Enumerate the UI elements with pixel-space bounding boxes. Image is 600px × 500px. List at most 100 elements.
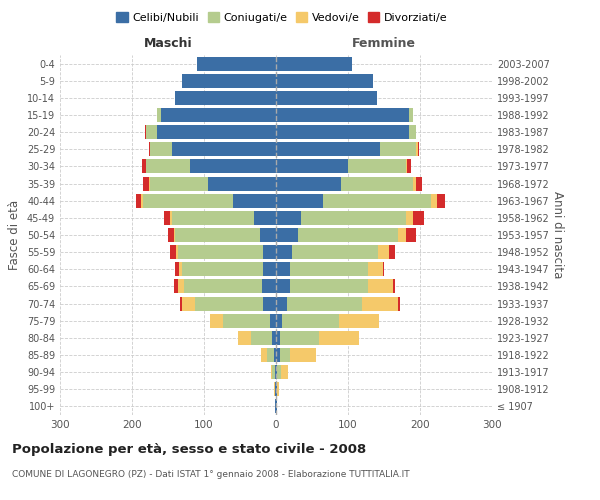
Bar xyxy=(143,176,149,190)
Text: Popolazione per età, sesso e stato civile - 2008: Popolazione per età, sesso e stato civil… xyxy=(12,442,366,456)
Bar xyxy=(260,228,276,242)
Bar xyxy=(143,194,233,207)
Bar xyxy=(270,314,276,328)
Bar xyxy=(276,314,282,328)
Bar xyxy=(276,74,373,88)
Bar xyxy=(170,211,172,225)
Bar xyxy=(362,296,398,310)
Bar xyxy=(182,296,194,310)
Bar xyxy=(409,108,413,122)
Text: Femmine: Femmine xyxy=(352,37,416,50)
Bar xyxy=(233,194,276,207)
Bar xyxy=(251,331,272,345)
Bar xyxy=(276,365,277,379)
Bar xyxy=(437,194,445,207)
Bar xyxy=(274,382,275,396)
Bar xyxy=(287,296,362,310)
Bar xyxy=(178,245,263,259)
Bar xyxy=(406,211,413,225)
Bar xyxy=(180,296,182,310)
Bar xyxy=(409,125,416,139)
Bar xyxy=(262,280,276,293)
Bar xyxy=(275,365,276,379)
Bar xyxy=(276,125,409,139)
Bar xyxy=(276,348,280,362)
Bar xyxy=(208,176,276,190)
Bar xyxy=(416,176,422,190)
Bar xyxy=(276,262,290,276)
Bar xyxy=(190,160,276,173)
Bar xyxy=(174,228,175,242)
Bar xyxy=(184,280,262,293)
Bar xyxy=(292,245,378,259)
Bar xyxy=(398,228,406,242)
Bar xyxy=(406,160,407,173)
Bar xyxy=(266,348,274,362)
Bar xyxy=(149,142,150,156)
Y-axis label: Fasce di età: Fasce di età xyxy=(8,200,21,270)
Bar xyxy=(280,331,319,345)
Bar xyxy=(150,142,172,156)
Bar xyxy=(146,125,157,139)
Bar xyxy=(211,314,223,328)
Bar xyxy=(261,348,266,362)
Bar xyxy=(254,211,276,225)
Text: COMUNE DI LAGONEGRO (PZ) - Dati ISTAT 1° gennaio 2008 - Elaborazione TUTTITALIA.: COMUNE DI LAGONEGRO (PZ) - Dati ISTAT 1°… xyxy=(12,470,410,479)
Bar xyxy=(276,91,377,105)
Bar xyxy=(276,245,292,259)
Bar xyxy=(319,331,359,345)
Bar xyxy=(271,365,272,379)
Bar xyxy=(276,142,380,156)
Bar xyxy=(418,142,419,156)
Bar xyxy=(175,228,260,242)
Bar xyxy=(175,262,179,276)
Text: Maschi: Maschi xyxy=(143,37,193,50)
Legend: Celibi/Nubili, Coniugati/e, Vedovi/e, Divorziati/e: Celibi/Nubili, Coniugati/e, Vedovi/e, Di… xyxy=(112,8,452,28)
Bar xyxy=(175,91,276,105)
Bar xyxy=(182,262,263,276)
Bar xyxy=(378,245,389,259)
Bar xyxy=(276,382,277,396)
Bar xyxy=(290,262,368,276)
Bar xyxy=(276,228,298,242)
Bar xyxy=(161,108,276,122)
Bar xyxy=(301,211,406,225)
Bar xyxy=(272,331,276,345)
Bar xyxy=(157,125,276,139)
Bar xyxy=(179,262,182,276)
Bar xyxy=(276,331,280,345)
Bar xyxy=(176,245,178,259)
Bar xyxy=(142,160,146,173)
Bar xyxy=(276,194,323,207)
Bar xyxy=(368,262,383,276)
Bar xyxy=(368,280,394,293)
Bar xyxy=(136,194,142,207)
Bar xyxy=(406,228,416,242)
Bar xyxy=(172,142,276,156)
Bar xyxy=(290,280,368,293)
Bar xyxy=(238,331,251,345)
Bar xyxy=(194,296,263,310)
Bar xyxy=(145,125,146,139)
Bar xyxy=(341,176,413,190)
Bar xyxy=(146,160,190,173)
Bar xyxy=(277,365,281,379)
Bar xyxy=(298,228,398,242)
Bar xyxy=(182,74,276,88)
Bar xyxy=(175,280,178,293)
Bar xyxy=(276,280,290,293)
Bar xyxy=(157,108,161,122)
Bar xyxy=(407,160,410,173)
Bar xyxy=(149,176,150,190)
Bar xyxy=(280,348,290,362)
Bar xyxy=(398,296,400,310)
Bar xyxy=(164,211,170,225)
Bar xyxy=(275,382,276,396)
Bar xyxy=(168,228,174,242)
Bar xyxy=(383,262,384,276)
Bar xyxy=(394,280,395,293)
Bar xyxy=(389,245,395,259)
Bar xyxy=(142,194,143,207)
Bar xyxy=(263,245,276,259)
Bar xyxy=(170,245,176,259)
